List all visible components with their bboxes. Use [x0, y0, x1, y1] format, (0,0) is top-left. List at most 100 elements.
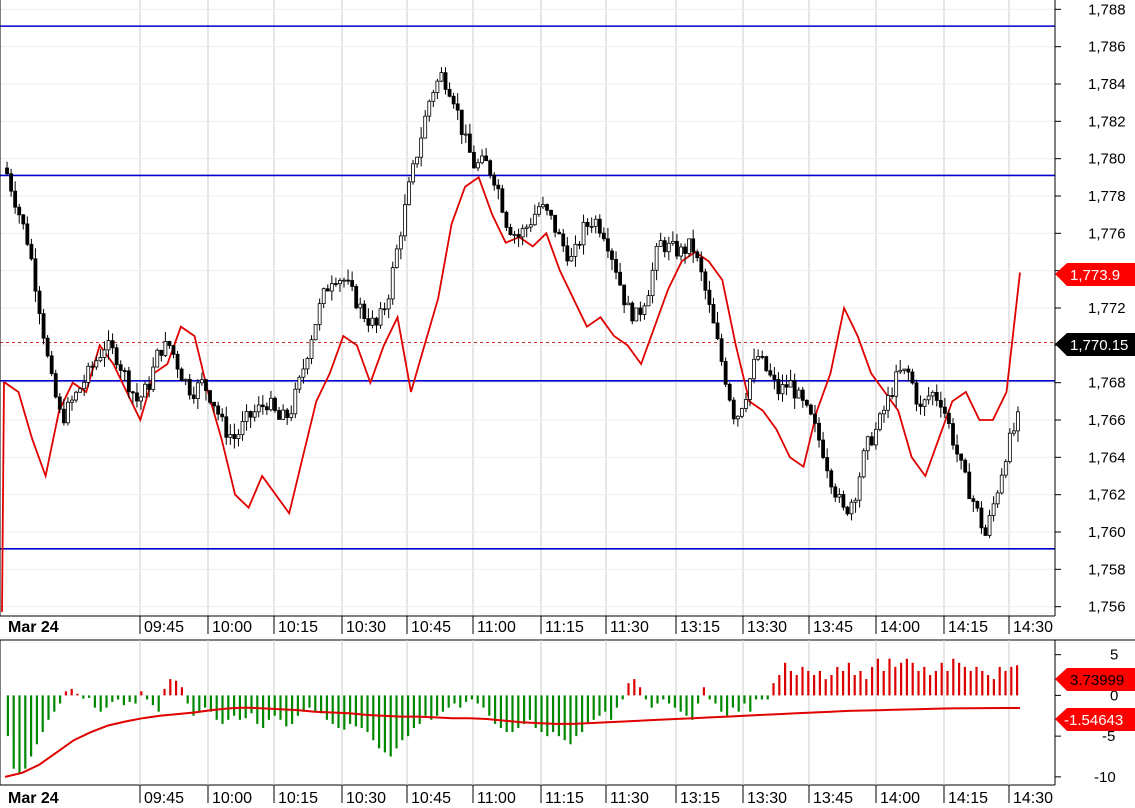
indicator-x-axis-ticks: Mar 24 09:45 10:00 10:15 10:30 10:45 11:00 11:1…: [8, 785, 1053, 807]
candle: [971, 495, 976, 513]
candle: [66, 397, 70, 426]
candle: [350, 271, 355, 292]
candle: [70, 395, 74, 411]
candle: [739, 407, 744, 419]
candle: [61, 398, 66, 426]
candle: [646, 290, 651, 307]
candle: [21, 213, 26, 230]
candle: [264, 402, 269, 415]
candle: [983, 524, 988, 536]
candle: [934, 384, 939, 407]
main-y-tick-label: 1,782: [1088, 113, 1126, 130]
candle: [191, 386, 196, 404]
candle: [57, 393, 62, 414]
candle: [407, 176, 411, 206]
candle: [1016, 406, 1020, 442]
candle: [455, 93, 460, 120]
candle: [670, 231, 675, 246]
candle: [29, 238, 34, 261]
candle: [731, 397, 736, 425]
candle: [772, 367, 777, 390]
candle: [857, 472, 862, 508]
candle: [472, 145, 476, 169]
candle: [431, 89, 436, 108]
indicator-x-tick-label: Mar 24: [8, 790, 59, 807]
main-x-tick-label: 13:30: [747, 619, 787, 636]
candle: [467, 123, 472, 153]
candle: [313, 324, 318, 341]
main-y-tick-label: 1,756: [1088, 599, 1126, 616]
candle: [687, 238, 692, 257]
main-x-tick-label: 10:30: [346, 619, 386, 636]
candle: [549, 209, 553, 220]
candle: [183, 378, 188, 386]
candle: [768, 363, 773, 378]
candle: [37, 286, 42, 325]
main-y-tick-label: 1,780: [1088, 151, 1126, 168]
candle: [861, 448, 866, 479]
candle: [443, 67, 448, 95]
candle: [800, 386, 805, 408]
candle: [524, 224, 529, 238]
candle: [512, 230, 517, 244]
indicator-y-tick-label: -5: [1102, 728, 1115, 745]
candle: [358, 297, 363, 319]
candles: [5, 67, 1020, 539]
candle: [41, 308, 46, 345]
signal-last-tag-text: -1.54643: [1064, 712, 1123, 729]
main-y-tick-label: 1,766: [1088, 412, 1126, 429]
indicator-x-tick-label: 11:00: [477, 790, 516, 807]
candle: [224, 406, 229, 445]
candle: [760, 350, 765, 360]
candle: [695, 249, 700, 262]
candle: [321, 287, 326, 309]
candle: [979, 501, 984, 534]
candle: [411, 159, 415, 185]
candle: [707, 280, 712, 313]
indicator-x-tick-label: 10:15: [278, 790, 318, 807]
candle: [975, 500, 980, 512]
candle: [45, 335, 50, 358]
candle: [922, 398, 927, 417]
candle: [256, 396, 261, 418]
candle: [236, 429, 241, 447]
main-y-tick-label: 1,776: [1088, 225, 1126, 242]
main-y-tick-label: 1,784: [1088, 76, 1126, 93]
main-y-tick-label: 1,788: [1088, 1, 1126, 18]
candle: [581, 214, 586, 255]
candle: [289, 405, 294, 421]
candle: [756, 349, 761, 361]
candle: [999, 468, 1004, 495]
main-x-tick-label: 10:00: [212, 619, 252, 636]
signal-line: [4, 706, 1020, 778]
candle: [398, 231, 403, 260]
candle: [151, 357, 156, 393]
candle: [252, 404, 257, 422]
candle: [926, 387, 931, 405]
candle: [642, 303, 647, 320]
candle: [914, 379, 919, 412]
main-x-tick-label: 13:45: [813, 619, 853, 636]
main-y-tick-label: 1,760: [1088, 524, 1126, 541]
main-y-tick-label: 1,764: [1088, 449, 1126, 466]
signal-path: [4, 706, 1020, 778]
candle: [33, 248, 38, 302]
horizontal-levels: [0, 25, 1055, 550]
candle: [122, 367, 127, 382]
candle: [528, 217, 533, 232]
candle: [338, 277, 342, 292]
candle: [906, 365, 911, 382]
candle: [155, 348, 160, 368]
main-x-tick-label: 14:30: [1013, 619, 1053, 636]
indicator-x-tick-label: 10:45: [411, 790, 451, 807]
candle: [894, 364, 899, 408]
indicator-x-tick-label: 14:15: [948, 790, 988, 807]
candle: [561, 228, 566, 253]
candle: [25, 216, 30, 247]
candle: [374, 316, 379, 334]
candle: [204, 378, 208, 401]
candle: [942, 397, 947, 419]
main-x-tick-label: 11:00: [477, 619, 516, 636]
main-y-tick-label: 1,758: [1088, 561, 1126, 578]
